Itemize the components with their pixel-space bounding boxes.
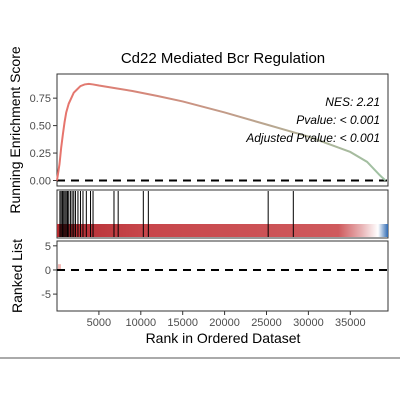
x-tick-label: 30000 <box>293 317 324 329</box>
ranked-panel-frame <box>56 240 389 312</box>
enrichment-panel-frame <box>56 73 389 187</box>
x-axis-label: Rank in Ordered Dataset <box>146 330 301 346</box>
enrichment-score-panel: 0.00 0.25 0.50 0.75 NES: 2.21 Pvalue: < 0.0… <box>7 46 389 214</box>
enrichment-y-axis-label: Running Enrichment Score <box>7 46 23 214</box>
chart-title: Cd22 Mediated Bcr Regulation <box>121 50 325 67</box>
gene-hits-panel <box>56 189 389 239</box>
ranked-y-tick-label: 5 <box>45 241 51 253</box>
enrichment-y-tick-label: 0.25 <box>30 148 51 160</box>
nes-label: NES: 2.21 <box>325 95 380 109</box>
ranked-y-axis-label: Ranked List <box>9 239 25 313</box>
running-enrichment-score-line <box>56 82 387 182</box>
x-axis: 5000 10000 15000 20000 25000 30000 35000 Rank … <box>87 311 366 346</box>
x-tick-label: 35000 <box>335 317 366 329</box>
rank-heatmap-bar <box>57 224 388 237</box>
pvalue-label: Pvalue: < 0.001 <box>296 113 380 127</box>
ranked-y-tick-label: -5 <box>41 289 51 301</box>
adjusted-pvalue-label: Adjusted Pvalue: < 0.001 <box>245 131 380 145</box>
ranked-y-tick-label: 0 <box>45 265 51 277</box>
x-tick-label: 10000 <box>126 317 157 329</box>
ranked-list-panel: -5 0 5 Ranked List <box>9 239 389 313</box>
enrichment-y-tick-label: 0.75 <box>30 93 51 105</box>
enrichment-y-tick-label: 0.00 <box>30 176 51 188</box>
ranked-metric-bar <box>58 264 61 270</box>
enrichment-y-tick-label: 0.50 <box>30 121 51 133</box>
x-tick-label: 5000 <box>87 317 111 329</box>
x-tick-label: 15000 <box>167 317 198 329</box>
x-tick-label: 25000 <box>251 317 282 329</box>
x-tick-label: 20000 <box>209 317 240 329</box>
